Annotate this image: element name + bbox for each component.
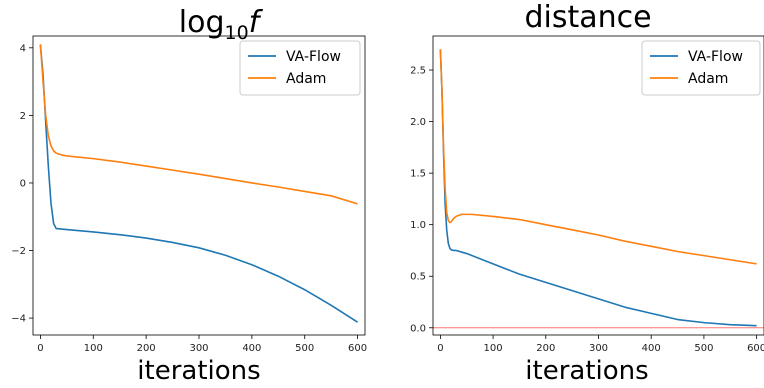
x-tick-label: 400 [242,343,261,354]
x-tick-label: 500 [694,343,713,354]
x-axis-label: iterations [137,356,260,386]
x-tick-label: 0 [437,343,443,354]
right-chart: distance iterations 0 100 200 300 400 500 600 0… [410,0,764,386]
y-tick-label: 0.0 [410,323,426,334]
left-chart: log10f iterations 0 100 200 300 400 500 600 −4 −… [11,5,367,386]
series-group [439,49,757,327]
x-tick-label: 100 [84,343,103,354]
y-tick-label: 1.5 [410,169,426,180]
x-tick-label: 0 [37,343,43,354]
legend-box [239,40,361,96]
y-tick-label: 0.5 [410,272,426,283]
x-tick-label: 300 [189,343,208,354]
x-tick-label: 300 [589,343,608,354]
legend-label: Adam [286,71,326,87]
x-tick-label: 100 [484,343,503,354]
y-tick-label: 0 [20,178,26,189]
x-tick-label: 200 [137,343,156,354]
legend-label: VA-Flow [286,49,341,65]
x-tick-label: 400 [642,343,661,354]
chart-title-log10f: log10f [179,5,264,44]
series-line-va-flow [439,49,757,327]
y-tick-label: 2 [20,111,26,122]
y-tick-label: 2.5 [410,66,426,77]
series-line-va-flow [39,44,359,323]
y-tick-label: −4 [11,314,26,325]
y-tick-label: −2 [11,246,26,257]
y-tick-label: 2.0 [410,117,426,128]
x-tick-label: 600 [747,343,764,354]
legend-label: VA-Flow [688,49,743,65]
series-line-adam [439,49,757,265]
series-line-adam [39,44,358,205]
series-group [39,44,359,323]
y-tick-label: 1.0 [410,220,426,231]
x-tick-label: 600 [348,343,367,354]
legend-label: Adam [688,71,728,87]
x-tick-label: 200 [536,343,555,354]
chart-title-distance: distance [524,0,651,35]
x-axis-label: iterations [525,356,648,386]
legend-box [641,40,761,96]
y-tick-label: 4 [20,43,26,54]
x-tick-label: 500 [295,343,314,354]
